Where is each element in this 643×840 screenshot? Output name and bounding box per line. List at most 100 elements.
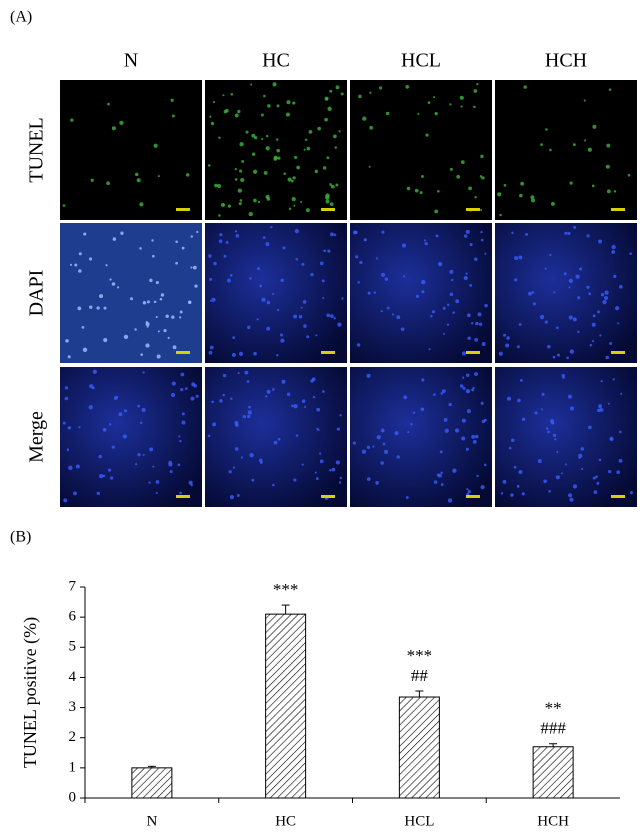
cell-dot (577, 296, 581, 300)
cell-dot (394, 431, 399, 436)
cell-dot (525, 232, 529, 236)
cell-dot (466, 313, 471, 318)
cell-dot (446, 303, 450, 307)
cell-dot (314, 169, 319, 174)
cell-dot (267, 104, 271, 108)
cell-dot (310, 272, 314, 277)
cell-dot (503, 184, 507, 187)
cell-dot (341, 297, 344, 300)
cell-dot (64, 386, 69, 390)
cell-dot (209, 277, 213, 281)
cell-dot (103, 306, 107, 310)
cell-dot (327, 249, 331, 253)
cell-dot (136, 178, 141, 183)
cell-dot (149, 278, 153, 283)
cell-dot (285, 112, 291, 117)
cell-dot (420, 174, 424, 178)
cell-dot (89, 305, 93, 309)
cell-dot (380, 461, 384, 465)
cell-dot (338, 130, 341, 133)
cell-dot (70, 118, 74, 122)
cell-dot (81, 325, 85, 329)
cell-dot (563, 272, 567, 276)
cell-dot (103, 337, 108, 343)
cell-dot (424, 241, 428, 246)
cell-dot (179, 310, 183, 314)
x-tick-label: HCL (404, 813, 434, 829)
cell-dot (478, 322, 483, 326)
scale-bar (176, 351, 190, 354)
scale-bar (611, 208, 625, 211)
cell-dot (236, 494, 240, 497)
cell-dot (480, 230, 483, 234)
bar (265, 613, 307, 799)
cell-dot (265, 146, 270, 151)
cell-dot (455, 299, 460, 304)
cell-dot (423, 239, 427, 242)
micrograph (60, 80, 202, 220)
scale-bar (321, 208, 335, 211)
cell-dot (545, 427, 549, 430)
cell-dot (414, 188, 419, 193)
cell-dot (379, 86, 383, 90)
cell-dot (265, 134, 269, 138)
cell-dot (467, 336, 471, 340)
cell-dot (385, 111, 390, 116)
cell-dot (329, 183, 332, 186)
cell-dot (514, 278, 518, 282)
cell-dot (246, 380, 250, 383)
cell-dot (223, 254, 227, 258)
cell-dot (421, 378, 425, 382)
cell-dot (151, 254, 155, 258)
y-axis-label: TUNEL positive (%) (20, 617, 41, 768)
cell-dot (250, 83, 253, 86)
cell-dot (316, 427, 319, 430)
cell-dot (518, 470, 523, 474)
cell-dot (599, 407, 604, 412)
cell-dot (543, 479, 547, 484)
significance-label: ### (540, 719, 566, 738)
cell-dot (273, 157, 278, 161)
cell-dot (193, 384, 197, 388)
cell-dot (237, 372, 240, 375)
cell-dot (555, 326, 559, 330)
cell-dot (294, 229, 299, 234)
cell-dot (155, 491, 158, 495)
cell-dot (600, 293, 605, 297)
cell-dot (359, 260, 363, 265)
cell-dot (139, 421, 143, 425)
cell-dot (67, 355, 71, 359)
cell-dot (611, 250, 616, 254)
cell-dot (315, 334, 318, 337)
cell-dot (465, 388, 471, 394)
micrograph (60, 223, 202, 363)
cell-dot (369, 125, 374, 130)
cell-dot (569, 497, 574, 502)
cell-dot (231, 352, 236, 357)
cell-dot (406, 186, 411, 191)
cell-dot (64, 396, 69, 401)
cell-dot (258, 458, 263, 463)
cell-dot (609, 341, 613, 345)
cell-dot (462, 386, 466, 390)
cell-dot (428, 348, 431, 351)
column-label: HC (262, 50, 290, 72)
cell-dot (499, 213, 502, 217)
cell-dot (137, 452, 141, 457)
cell-dot (335, 183, 339, 187)
cell-dot (308, 129, 313, 134)
cell-dot (534, 411, 538, 415)
scale-bar (176, 495, 190, 498)
cell-dot (155, 281, 159, 285)
cell-dot (179, 439, 182, 443)
cell-dot (606, 189, 611, 194)
cell-dot (552, 355, 556, 359)
cell-dot (448, 402, 452, 407)
cell-dot (326, 156, 330, 160)
cell-dot (506, 396, 512, 401)
cell-dot (235, 423, 239, 427)
cell-dot (249, 452, 254, 458)
cell-dot (195, 394, 199, 398)
cell-dot (238, 202, 242, 206)
cell-dot (367, 291, 371, 295)
